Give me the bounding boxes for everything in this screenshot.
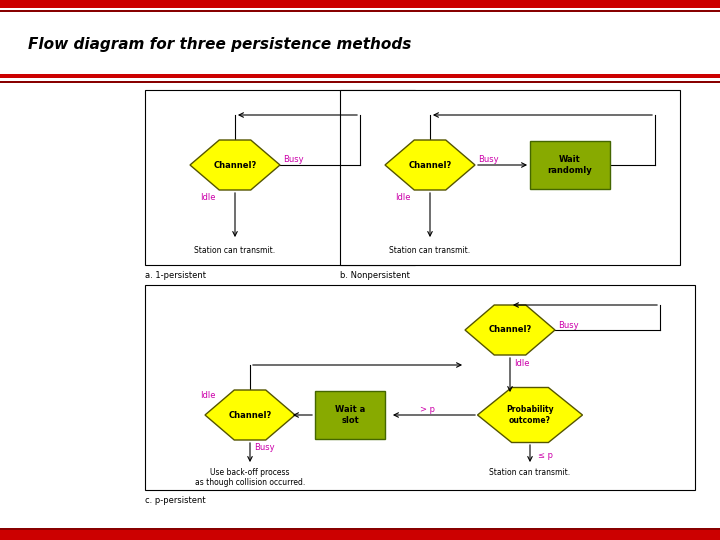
Bar: [315, 391, 385, 439]
Bar: [0, 74, 720, 78]
Text: > p: > p: [420, 404, 435, 414]
Text: Wait
randomly: Wait randomly: [548, 156, 593, 175]
Polygon shape: [385, 140, 475, 190]
Text: Idle: Idle: [200, 192, 215, 201]
Text: Station can transmit.: Station can transmit.: [390, 246, 471, 255]
Text: c. p-persistent: c. p-persistent: [145, 496, 206, 505]
Bar: [145, 90, 415, 265]
Bar: [0, 528, 720, 530]
Bar: [0, 81, 720, 83]
Bar: [145, 285, 695, 490]
Text: Channel?: Channel?: [488, 326, 531, 334]
Text: Busy: Busy: [558, 321, 579, 329]
Text: Idle: Idle: [200, 390, 215, 400]
Text: Flow diagram for three persistence methods: Flow diagram for three persistence metho…: [28, 37, 411, 51]
Text: Idle: Idle: [514, 359, 529, 368]
Polygon shape: [205, 390, 295, 440]
Text: Channel?: Channel?: [408, 160, 451, 170]
Text: Station can transmit.: Station can transmit.: [194, 246, 276, 255]
Text: Station can transmit.: Station can transmit.: [490, 468, 570, 477]
Polygon shape: [477, 388, 582, 442]
Polygon shape: [190, 140, 280, 190]
Text: Channel?: Channel?: [228, 410, 271, 420]
Text: Probability
outcome?: Probability outcome?: [506, 406, 554, 424]
Text: ≤ p: ≤ p: [538, 450, 553, 460]
Bar: [0, 0, 720, 8]
Text: Busy: Busy: [254, 442, 274, 451]
Bar: [340, 90, 680, 265]
Text: Wait a
slot: Wait a slot: [335, 406, 365, 424]
Polygon shape: [465, 305, 555, 355]
Text: Idle: Idle: [395, 192, 410, 201]
Text: b. Nonpersistent: b. Nonpersistent: [340, 271, 410, 280]
Text: a. 1-persistent: a. 1-persistent: [145, 271, 206, 280]
Bar: [530, 141, 610, 189]
Text: Busy: Busy: [478, 156, 499, 165]
Text: Use back-off process
as though collision occurred.: Use back-off process as though collision…: [195, 468, 305, 488]
Bar: [0, 10, 720, 12]
Bar: [0, 530, 720, 540]
Text: Channel?: Channel?: [213, 160, 256, 170]
Text: Busy: Busy: [283, 156, 304, 165]
